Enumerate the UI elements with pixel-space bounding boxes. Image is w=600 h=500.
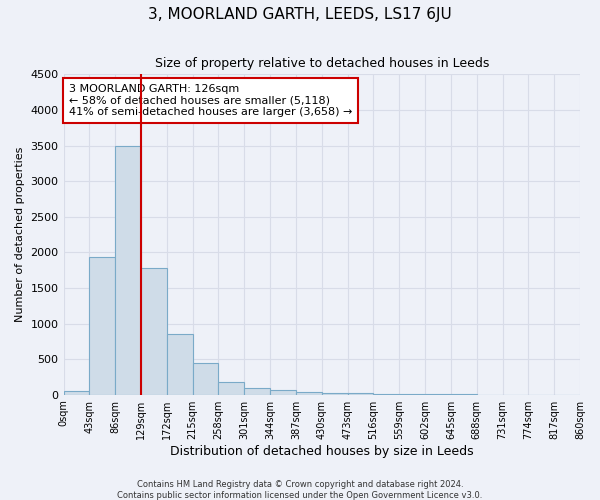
Bar	[322, 392, 347, 394]
Bar	[141, 268, 167, 394]
Y-axis label: Number of detached properties: Number of detached properties	[15, 147, 25, 322]
Bar	[115, 146, 141, 394]
Text: Contains HM Land Registry data © Crown copyright and database right 2024.
Contai: Contains HM Land Registry data © Crown c…	[118, 480, 482, 500]
Bar	[193, 362, 218, 394]
X-axis label: Distribution of detached houses by size in Leeds: Distribution of detached houses by size …	[170, 444, 473, 458]
Bar	[64, 391, 89, 394]
Text: 3, MOORLAND GARTH, LEEDS, LS17 6JU: 3, MOORLAND GARTH, LEEDS, LS17 6JU	[148, 8, 452, 22]
Bar	[167, 334, 193, 394]
Bar	[296, 392, 322, 394]
Bar	[89, 258, 115, 394]
Bar	[244, 388, 270, 394]
Bar	[270, 390, 296, 394]
Bar	[218, 382, 244, 394]
Title: Size of property relative to detached houses in Leeds: Size of property relative to detached ho…	[155, 58, 489, 70]
Text: 3 MOORLAND GARTH: 126sqm
← 58% of detached houses are smaller (5,118)
41% of sem: 3 MOORLAND GARTH: 126sqm ← 58% of detach…	[69, 84, 352, 117]
